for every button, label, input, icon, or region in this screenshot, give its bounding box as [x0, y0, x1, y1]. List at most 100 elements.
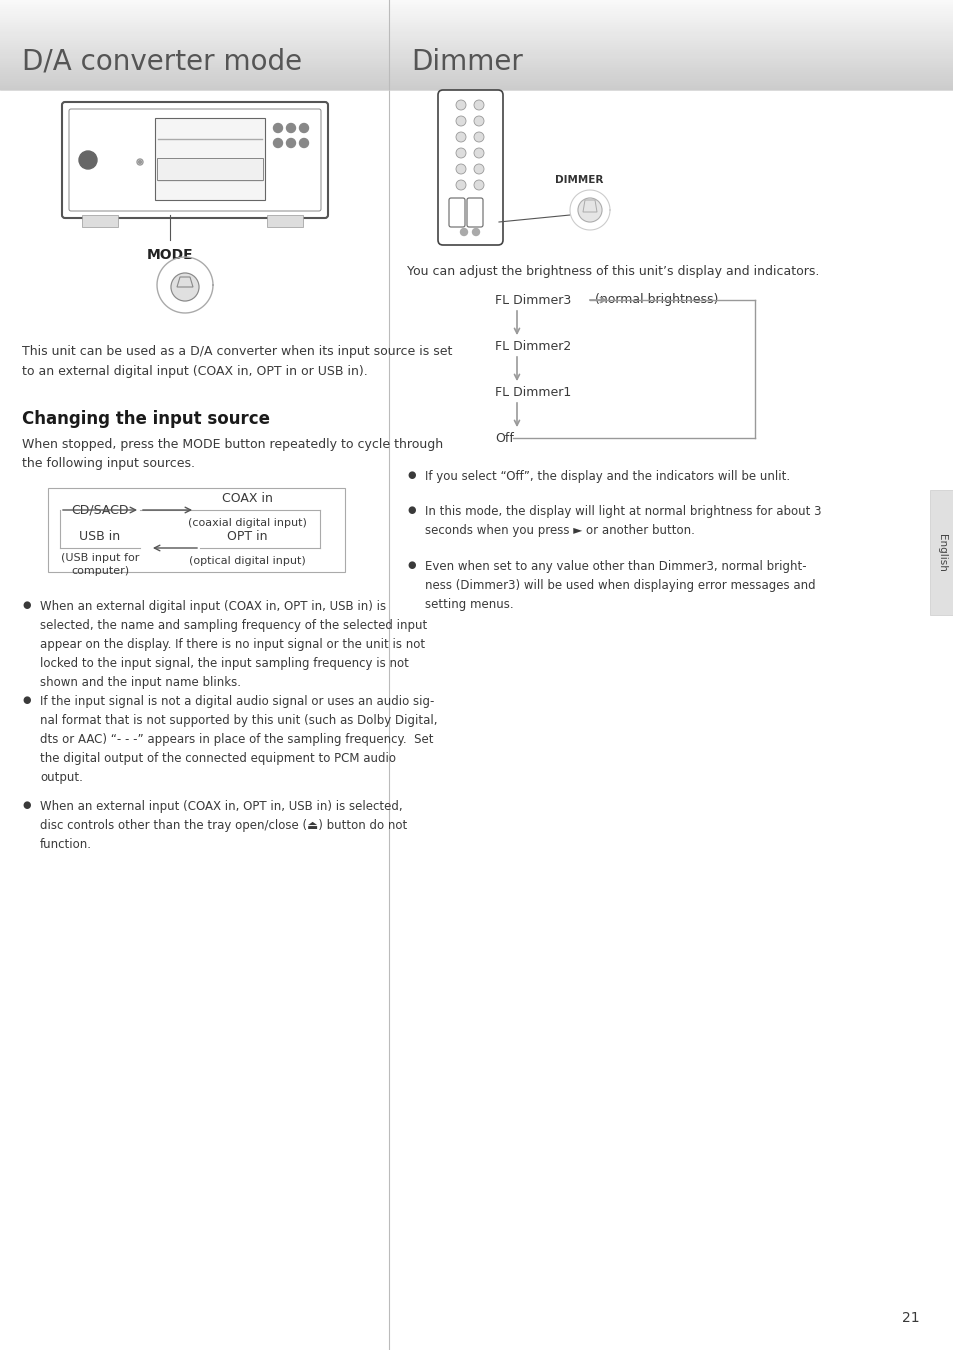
Text: If you select “Off”, the display and the indicators will be unlit.: If you select “Off”, the display and the… — [425, 470, 789, 483]
Text: If the input signal is not a digital audio signal or uses an audio sig-
nal form: If the input signal is not a digital aud… — [40, 695, 437, 784]
Bar — [0, 16, 953, 18]
Circle shape — [474, 163, 483, 174]
Text: DIMMER: DIMMER — [555, 176, 602, 185]
Circle shape — [456, 100, 465, 109]
Circle shape — [79, 151, 97, 169]
Text: (USB input for: (USB input for — [61, 554, 139, 563]
Bar — [0, 12, 953, 15]
FancyBboxPatch shape — [449, 198, 464, 227]
Circle shape — [578, 198, 601, 221]
Bar — [0, 42, 953, 43]
Bar — [0, 86, 953, 88]
Text: When an external input (COAX in, OPT in, USB in) is selected,
disc controls othe: When an external input (COAX in, OPT in,… — [40, 801, 407, 850]
Text: ●: ● — [22, 695, 30, 705]
Circle shape — [299, 123, 308, 132]
Bar — [0, 77, 953, 80]
Text: When stopped, press the MODE button repeatedly to cycle through
the following in: When stopped, press the MODE button repe… — [22, 437, 442, 471]
Text: ●: ● — [22, 599, 30, 610]
Text: Even when set to any value other than Dimmer3, normal bright-
ness (Dimmer3) wil: Even when set to any value other than Di… — [425, 560, 815, 612]
Text: D/A converter mode: D/A converter mode — [22, 49, 302, 76]
Text: FL Dimmer1: FL Dimmer1 — [495, 386, 571, 398]
Bar — [0, 82, 953, 85]
Bar — [0, 43, 953, 45]
Bar — [0, 39, 953, 42]
Text: (normal brightness): (normal brightness) — [595, 293, 718, 306]
Bar — [0, 47, 953, 49]
Bar — [0, 69, 953, 70]
Bar — [0, 9, 953, 11]
FancyBboxPatch shape — [154, 117, 265, 200]
Bar — [0, 0, 953, 1]
Text: English: English — [936, 533, 946, 571]
Bar — [0, 72, 953, 74]
Circle shape — [460, 228, 467, 235]
Bar — [0, 22, 953, 23]
Bar — [0, 5, 953, 7]
Circle shape — [171, 273, 199, 301]
Circle shape — [474, 116, 483, 126]
Circle shape — [274, 123, 282, 132]
Bar — [0, 11, 953, 12]
Bar — [0, 55, 953, 58]
Text: USB in: USB in — [79, 531, 120, 543]
Bar — [0, 38, 953, 39]
Bar — [0, 80, 953, 81]
Bar — [0, 70, 953, 72]
Bar — [0, 32, 953, 34]
Circle shape — [274, 139, 282, 147]
FancyBboxPatch shape — [437, 90, 502, 244]
Circle shape — [472, 228, 479, 235]
Circle shape — [456, 116, 465, 126]
Text: MODE: MODE — [147, 248, 193, 262]
Bar — [0, 88, 953, 90]
Circle shape — [456, 180, 465, 190]
Bar — [0, 1, 953, 4]
Bar — [0, 34, 953, 36]
Text: Dimmer: Dimmer — [411, 49, 522, 76]
Text: (coaxial digital input): (coaxial digital input) — [188, 518, 306, 528]
Circle shape — [138, 161, 141, 163]
Text: In this mode, the display will light at normal brightness for about 3
seconds wh: In this mode, the display will light at … — [425, 505, 821, 537]
Text: CD/SACD: CD/SACD — [71, 504, 129, 517]
Bar — [0, 27, 953, 28]
Text: Off: Off — [495, 432, 514, 444]
Bar — [0, 23, 953, 26]
Bar — [0, 53, 953, 54]
Bar — [0, 76, 953, 77]
Text: When an external digital input (COAX in, OPT in, USB in) is
selected, the name a: When an external digital input (COAX in,… — [40, 599, 427, 688]
Polygon shape — [177, 277, 193, 288]
Bar — [0, 65, 953, 66]
Circle shape — [456, 148, 465, 158]
Text: ●: ● — [407, 505, 416, 514]
Circle shape — [474, 148, 483, 158]
Bar — [0, 85, 953, 86]
Bar — [929, 490, 953, 616]
Circle shape — [474, 132, 483, 142]
Text: (optical digital input): (optical digital input) — [189, 556, 305, 566]
Text: FL Dimmer3: FL Dimmer3 — [495, 293, 571, 306]
FancyBboxPatch shape — [62, 103, 328, 217]
Bar — [0, 15, 953, 16]
FancyBboxPatch shape — [467, 198, 482, 227]
Bar — [0, 58, 953, 59]
Text: ●: ● — [22, 801, 30, 810]
Text: This unit can be used as a D/A converter when its input source is set
to an exte: This unit can be used as a D/A converter… — [22, 346, 452, 378]
Text: You can adjust the brightness of this unit’s display and indicators.: You can adjust the brightness of this un… — [407, 265, 819, 278]
Bar — [0, 59, 953, 61]
Bar — [0, 63, 953, 65]
Bar — [0, 36, 953, 38]
Bar — [0, 20, 953, 22]
Text: ●: ● — [407, 560, 416, 570]
Bar — [0, 7, 953, 9]
Bar — [0, 61, 953, 63]
Bar — [0, 4, 953, 5]
Bar — [0, 26, 953, 27]
Text: COAX in: COAX in — [221, 491, 273, 505]
Circle shape — [456, 163, 465, 174]
Text: computer): computer) — [71, 566, 129, 576]
Bar — [0, 31, 953, 32]
Text: OPT in: OPT in — [227, 531, 267, 543]
Bar — [0, 81, 953, 82]
Circle shape — [286, 139, 295, 147]
Text: Changing the input source: Changing the input source — [22, 410, 270, 428]
